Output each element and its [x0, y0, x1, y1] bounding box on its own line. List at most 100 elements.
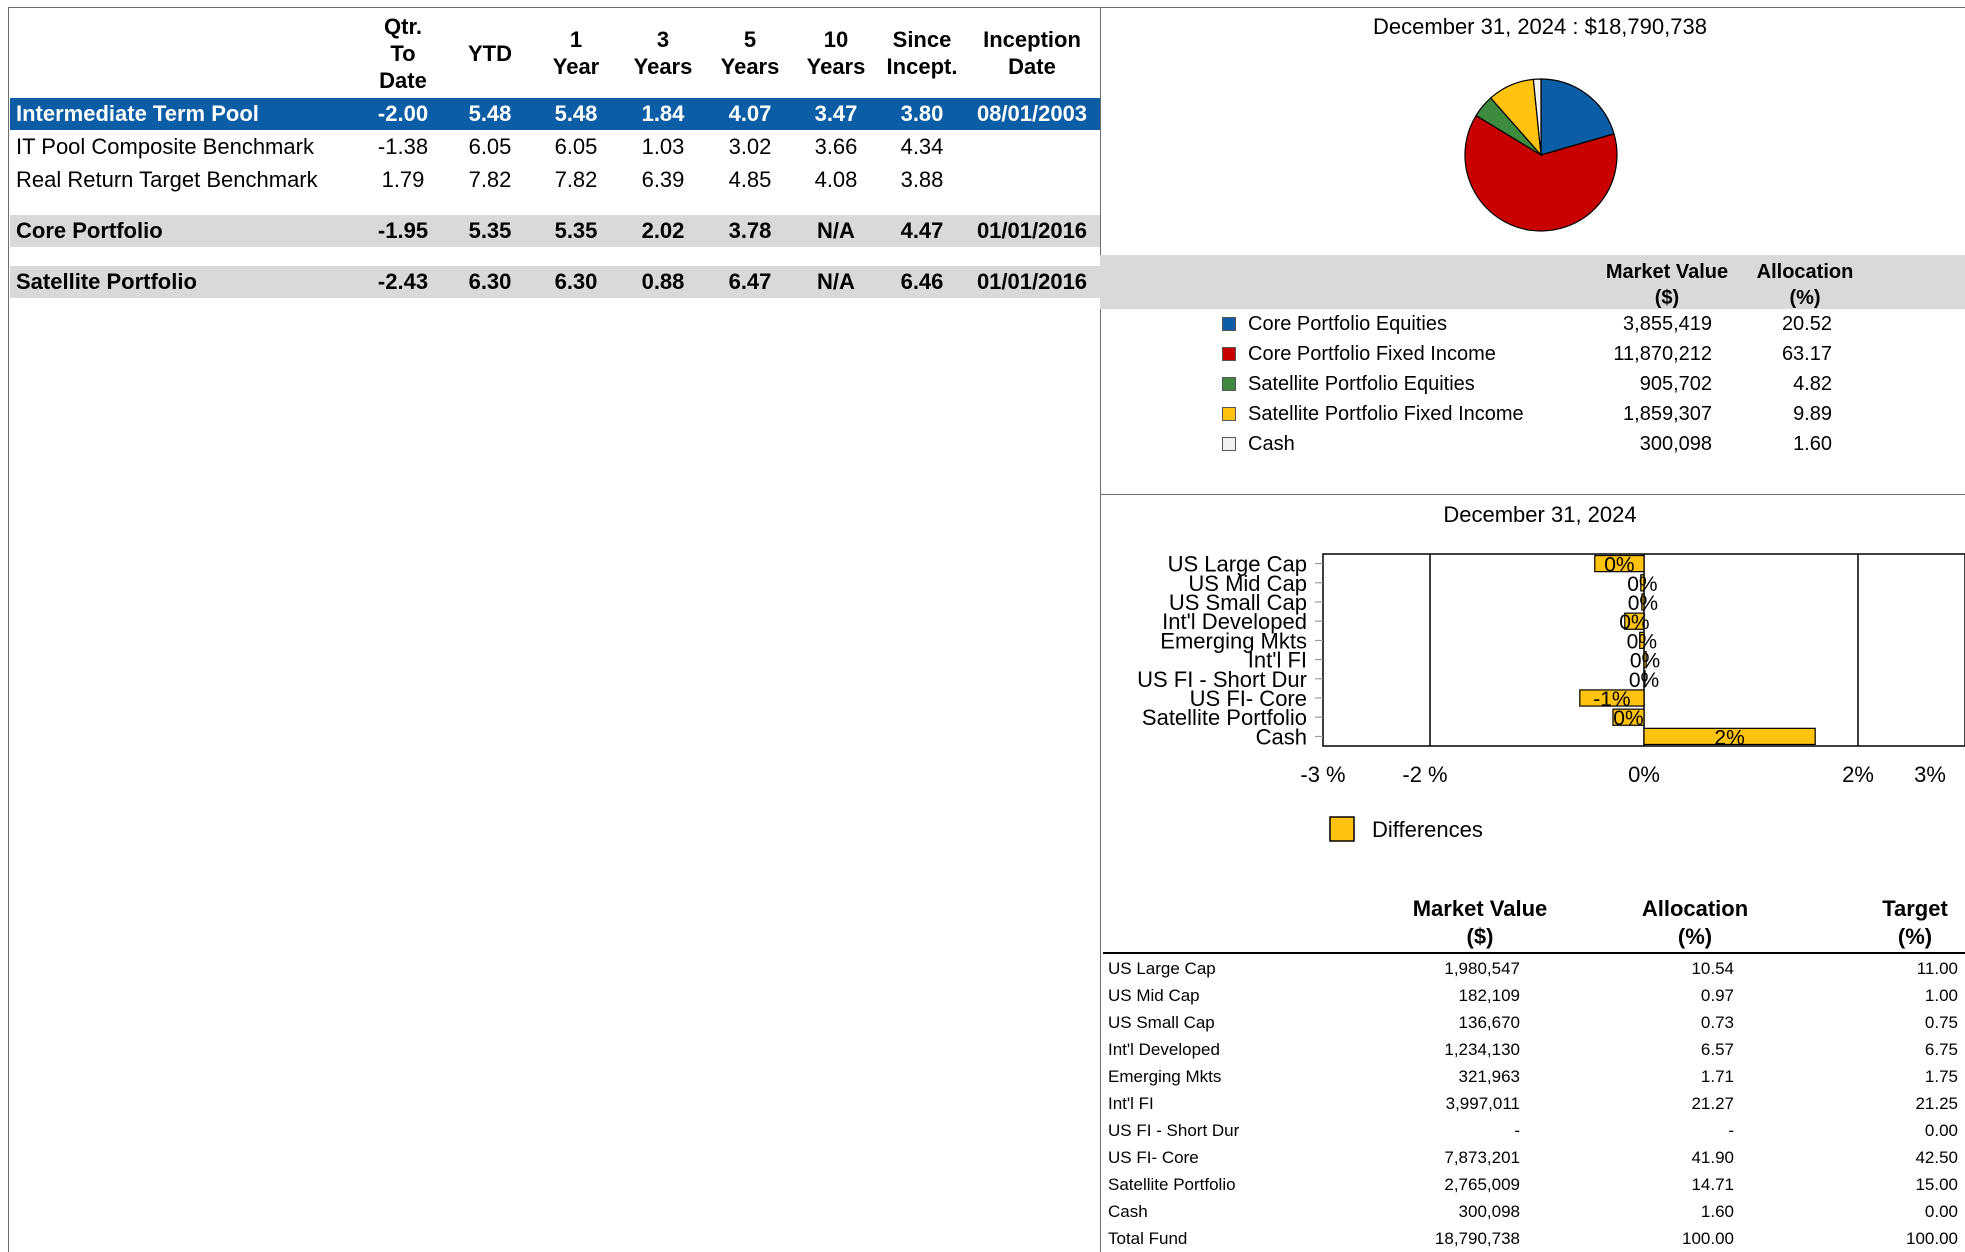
perf-header-line: Since [892, 27, 952, 52]
bar-chart-title: December 31, 2024 [1443, 502, 1637, 527]
frame-top-line [8, 7, 1965, 8]
category-label: Cash [1256, 724, 1307, 749]
perf-cell: 3.66 [814, 134, 858, 159]
detail-cell-mv: 182,109 [1458, 986, 1520, 1005]
detail-header-line: Target [1882, 896, 1948, 921]
difference-bar [1643, 670, 1646, 688]
category-label: US Small Cap [1169, 590, 1307, 615]
perf-cell: 4.47 [900, 218, 944, 243]
bar-data-label: 0% [1619, 611, 1649, 634]
legend-allocation: 4.82 [1793, 373, 1832, 395]
perf-cell: 6.39 [641, 167, 685, 192]
legend-label-differences: Differences [1372, 817, 1483, 842]
detail-cell-name: Satellite Portfolio [1108, 1175, 1236, 1194]
perf-cell: 3.80 [900, 101, 944, 126]
bar-data-label: 2% [1714, 726, 1744, 749]
detail-cell-name: US Large Cap [1108, 959, 1216, 978]
category-label: US Mid Cap [1188, 571, 1307, 596]
detail-cell-target: 0.75 [1924, 1013, 1958, 1032]
detail-cell-name: Int'l FI [1108, 1094, 1154, 1113]
category-label: Satellite Portfolio [1142, 705, 1307, 730]
detail-cell-target: 0.00 [1924, 1121, 1958, 1140]
category-label: Emerging Mkts [1160, 628, 1307, 653]
detail-cell-alloc: 21.27 [1691, 1094, 1734, 1113]
perf-header-line: Inception [983, 27, 1081, 52]
perf-cell: -2.43 [377, 269, 429, 294]
detail-cell-name: US FI - Short Dur [1108, 1121, 1240, 1140]
detail-row: US FI- Core 7,873,201 41.90 42.50 [1108, 1144, 1958, 1171]
legend-swatch [1222, 437, 1236, 451]
legend-allocation: 1.60 [1793, 433, 1832, 455]
perf-header-line: Incept. [886, 54, 958, 79]
legend-market-value: 905,702 [1639, 373, 1712, 395]
perf-header-4: 5 Years [710, 26, 790, 80]
difference-bar [1643, 650, 1647, 669]
perf-cell: 01/01/2016 [976, 269, 1088, 294]
perf-cell: 1.03 [641, 134, 685, 159]
detail-cell-alloc: 41.90 [1691, 1148, 1734, 1167]
perf-header-line: 10 [823, 27, 849, 52]
legend-allocation: 20.52 [1781, 313, 1832, 335]
detail-cell-alloc: 10.54 [1691, 959, 1734, 978]
legend-row: Core Portfolio Equities 3,855,419 20.52 [1222, 309, 1862, 339]
perf-cell: 3.78 [728, 218, 772, 243]
x-tick-label: 3% [1914, 762, 1946, 787]
detail-row: US Large Cap 1,980,547 10.54 11.00 [1108, 955, 1958, 982]
detail-header-1: Allocation (%) [1600, 895, 1790, 951]
perf-cell: 4.85 [728, 167, 772, 192]
perf-header-2: 1 Year [536, 26, 616, 80]
alloc-header-pct: Allocation (%) [1740, 259, 1870, 311]
perf-header-1: YTD [450, 40, 530, 67]
category-label: Int'l Developed [1162, 609, 1307, 634]
legend-market-value: 300,098 [1639, 433, 1712, 455]
perf-cell: 2.02 [641, 218, 685, 243]
detail-row: US Small Cap 136,670 0.73 0.75 [1108, 1009, 1958, 1036]
legend-market-value: 1,859,307 [1623, 403, 1712, 425]
perf-cell: N/A [817, 218, 855, 243]
pie-slice [1464, 114, 1618, 232]
detail-header-line: Market Value [1412, 896, 1548, 921]
perf-header-5: 10 Years [796, 26, 876, 80]
detail-cell-target: 11.00 [1916, 959, 1958, 978]
perf-cell: -2.00 [377, 101, 429, 126]
perf-row-name: Real Return Target Benchmark [16, 167, 318, 192]
perf-cell: 4.07 [728, 101, 772, 126]
detail-cell-mv: 7,873,201 [1444, 1148, 1520, 1167]
detail-cell-alloc: 0.73 [1700, 1013, 1734, 1032]
perf-cell [967, 131, 1097, 163]
detail-cell-mv: 300,098 [1458, 1202, 1520, 1221]
x-tick-label: -2 % [1402, 762, 1447, 787]
legend-allocation: 63.17 [1781, 343, 1832, 365]
detail-header-line: Allocation [1641, 896, 1749, 921]
legend-label: Satellite Portfolio Fixed Income [1248, 403, 1524, 425]
category-label: Int'l FI [1248, 648, 1307, 673]
detail-row: Emerging Mkts 321,963 1.71 1.75 [1108, 1063, 1958, 1090]
perf-header-line: Date [1008, 54, 1056, 79]
legend-swatch [1222, 407, 1236, 421]
pie-slice [1540, 78, 1615, 156]
x-tick-label: 2% [1842, 762, 1874, 787]
perf-row: IT Pool Composite Benchmark -1.38 6.05 6.05… [10, 131, 1100, 163]
bar-data-label: 0% [1627, 573, 1657, 596]
alloc-header-mv-l2: ($) [1654, 287, 1680, 309]
legend-market-value: 3,855,419 [1623, 313, 1712, 335]
perf-row: Real Return Target Benchmark 1.79 7.82 7.82… [10, 164, 1100, 196]
perf-cell: 4.08 [814, 167, 858, 192]
perf-cell: 5.48 [468, 101, 512, 126]
difference-bar [1594, 554, 1645, 573]
detail-cell-mv: 136,670 [1458, 1013, 1520, 1032]
perf-header-line: Year [552, 54, 600, 79]
category-label: US FI - Short Dur [1137, 667, 1307, 692]
legend-label: Satellite Portfolio Equities [1248, 373, 1475, 395]
perf-header-line: Qtr. [384, 14, 422, 39]
perf-cell: 6.46 [900, 269, 944, 294]
perf-row-name: Satellite Portfolio [16, 269, 197, 294]
detail-header-2: Target (%) [1850, 895, 1965, 951]
pie-title: December 31, 2024 : $18,790,738 [1373, 14, 1707, 39]
detail-cell-alloc: 14.71 [1691, 1175, 1734, 1194]
perf-header-3: 3 Years [623, 26, 703, 80]
detail-cell-alloc: 0.97 [1700, 986, 1734, 1005]
detail-cell-name: US FI- Core [1108, 1148, 1199, 1167]
bar-data-label: -1% [1593, 688, 1630, 711]
perf-cell: 4.34 [900, 134, 944, 159]
